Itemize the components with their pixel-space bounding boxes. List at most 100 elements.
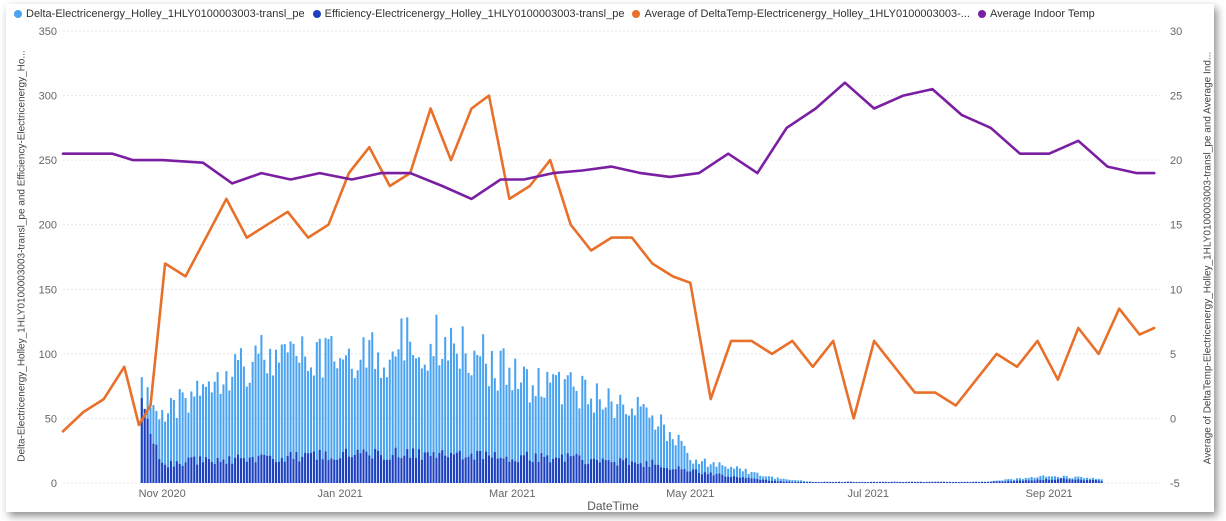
bar-efficiency [187, 457, 190, 483]
bar-delta [633, 415, 636, 483]
bar-efficiency [692, 469, 695, 483]
bar-efficiency [878, 481, 881, 483]
bar-delta [508, 367, 511, 483]
bar-efficiency [344, 448, 348, 483]
bar-delta [274, 349, 278, 483]
bar-delta [788, 479, 791, 483]
bar-delta [636, 396, 639, 483]
bar-efficiency [715, 473, 718, 483]
y-left-tick-label: 50 [45, 413, 57, 425]
bar-efficiency [298, 461, 301, 483]
bar-efficiency [963, 481, 966, 483]
bar-efficiency [1027, 480, 1030, 483]
bar-delta [718, 462, 721, 483]
bar-delta [651, 415, 654, 483]
bar-delta [435, 314, 438, 483]
bar-efficiency [645, 461, 648, 483]
bar-delta [552, 374, 555, 483]
bar-delta [712, 462, 715, 483]
bar-efficiency [756, 478, 759, 483]
bar-efficiency [899, 481, 902, 483]
line-indoor-temp [61, 81, 1156, 201]
bar-efficiency [362, 449, 365, 483]
bar-efficiency [482, 459, 485, 483]
bar-efficiency [811, 481, 814, 483]
bar-efficiency [867, 482, 870, 483]
bar-delta [307, 371, 310, 483]
bar-efficiency [502, 458, 505, 483]
bar-efficiency [849, 481, 852, 483]
bar-delta [1042, 475, 1045, 483]
bar-efficiency [531, 462, 534, 483]
bar-efficiency [172, 466, 175, 483]
x-tick-label: Sep 2021 [1026, 488, 1073, 500]
bar-efficiency [318, 449, 321, 483]
bar-efficiency [986, 481, 989, 483]
bar-delta [403, 360, 406, 483]
bar-delta [511, 390, 514, 483]
bar-delta [283, 344, 286, 483]
bar-delta [639, 406, 642, 483]
bar-efficiency [820, 482, 823, 483]
bar-efficiency [587, 463, 590, 483]
bar-efficiency [382, 459, 385, 483]
bar-delta [683, 445, 686, 483]
bar-efficiency [330, 458, 333, 483]
bar-efficiency [161, 462, 164, 483]
bar-efficiency [563, 461, 566, 483]
bar-efficiency [943, 481, 946, 483]
bar-delta [630, 408, 633, 483]
bar-delta [301, 336, 304, 483]
bar-delta [371, 332, 374, 483]
bar-efficiency [797, 482, 800, 483]
bar-delta [1016, 478, 1019, 483]
bar-efficiency [379, 455, 383, 483]
bar-efficiency [400, 458, 403, 483]
bar-efficiency [1088, 480, 1091, 483]
legend-item-delta[interactable]: Delta-Electricenergy_Holley_1HLY01000030… [14, 8, 305, 20]
bar-efficiency [286, 455, 289, 483]
bar-efficiency [636, 463, 639, 483]
legend-item-efficiency[interactable]: Efficiency-Electricenergy_Holley_1HLY010… [312, 8, 624, 20]
bar-efficiency [245, 461, 248, 483]
bar-delta [555, 375, 558, 483]
bar-delta [1048, 476, 1051, 483]
bar-delta [566, 375, 569, 483]
bar-efficiency [730, 477, 733, 483]
bar-delta [528, 402, 531, 483]
bar-efficiency [546, 455, 549, 483]
bar-delta [286, 352, 289, 483]
bar-delta [482, 334, 485, 483]
legend-marker-delta [14, 10, 22, 18]
bar-delta [202, 384, 205, 483]
bar-efficiency [948, 481, 951, 483]
bar-delta [444, 337, 447, 483]
bar-efficiency [184, 462, 187, 483]
bar-delta [1053, 476, 1056, 483]
bar-delta [280, 344, 283, 483]
bar-delta [1027, 477, 1030, 483]
bar-efficiency [485, 451, 488, 483]
bar-delta [797, 480, 800, 483]
bar-efficiency [578, 455, 581, 483]
bar-efficiency [852, 482, 855, 483]
legend-item-deltatemp[interactable]: Average of DeltaTemp-Electricenergy_Holl… [632, 8, 970, 20]
bar-efficiency [1077, 479, 1080, 483]
bar-delta [744, 468, 747, 483]
bar-delta [269, 348, 272, 483]
bar-delta [770, 476, 773, 483]
x-tick-label: Jul 2021 [847, 488, 889, 500]
bar-efficiency [981, 481, 984, 483]
bar-efficiency [248, 457, 251, 483]
bar-efficiency [444, 455, 447, 483]
bar-efficiency [199, 456, 202, 483]
bar-efficiency [257, 456, 260, 483]
bar-efficiency [770, 480, 773, 483]
bar-efficiency [225, 463, 228, 483]
legend-item-indoor-temp[interactable]: Average Indoor Temp [977, 8, 1095, 20]
bar-efficiency [1024, 480, 1027, 483]
bar-delta [222, 384, 225, 483]
bar-delta [721, 465, 724, 483]
bar-efficiency [365, 451, 368, 483]
bar-efficiency [724, 476, 727, 483]
